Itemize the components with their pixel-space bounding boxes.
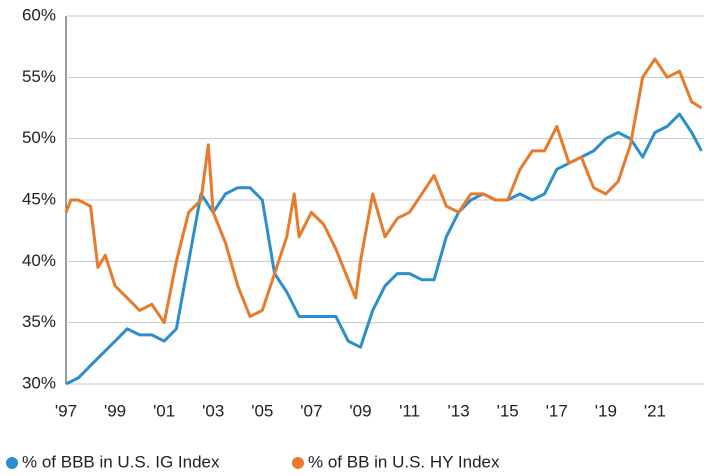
x-tick-label: '15 <box>497 401 519 420</box>
legend-label: % of BB in U.S. HY Index <box>308 452 500 471</box>
y-tick-label: 45% <box>22 189 56 208</box>
x-tick-label: '21 <box>644 401 666 420</box>
legend-swatch <box>292 457 304 469</box>
y-tick-label: 40% <box>22 251 56 270</box>
series-line <box>65 112 703 386</box>
y-tick-label: 30% <box>22 373 56 392</box>
legend-swatch <box>6 457 18 469</box>
y-tick-label: 50% <box>22 128 56 147</box>
x-tick-label: '07 <box>300 401 322 420</box>
legend-label: % of BBB in U.S. IG Index <box>22 452 220 471</box>
x-tick-label: '19 <box>595 401 617 420</box>
x-tick-label: '17 <box>546 401 568 420</box>
x-tick-label: '01 <box>153 401 175 420</box>
x-tick-label: '97 <box>55 401 77 420</box>
y-tick-label: 35% <box>22 312 56 331</box>
series-line <box>64 57 703 325</box>
x-tick-label: '11 <box>399 401 420 420</box>
x-tick-label: '09 <box>349 401 371 420</box>
y-tick-label: 60% <box>22 5 56 24</box>
y-tick-label: 55% <box>22 67 56 86</box>
x-tick-label: '13 <box>448 401 470 420</box>
x-tick-label: '05 <box>251 401 273 420</box>
x-tick-label: '99 <box>104 401 126 420</box>
x-tick-label: '03 <box>202 401 224 420</box>
